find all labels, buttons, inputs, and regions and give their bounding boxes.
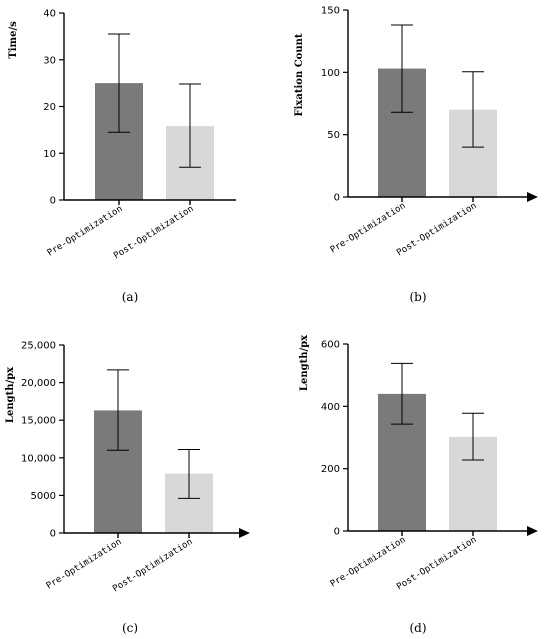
x-axis-arrow [527, 526, 538, 536]
y-tick-label: 20 [43, 102, 56, 113]
x-axis-arrow [239, 528, 250, 538]
y-tick-label: 15,000 [21, 416, 56, 427]
y-tick-label: 25,000 [21, 341, 56, 352]
axes [63, 345, 242, 538]
y-tick-label: 10 [43, 149, 56, 160]
panel-label: (b) [409, 290, 426, 304]
y-tick-label: 200 [321, 464, 340, 475]
axes [347, 10, 530, 202]
error-bar-post [462, 412, 484, 461]
y-tick-label: 20,000 [21, 378, 56, 389]
chart-panel-a: 0 10 20 30 40 Time/s Pre-OptimizationPost-Opti… [8, 9, 236, 304]
panel-label: (c) [122, 621, 138, 635]
y-tick-label: 0 [334, 527, 340, 538]
x-category-label: Pre-Optimization [45, 537, 124, 591]
error-bar-pre [391, 362, 413, 425]
x-category-label: Post-Optimization [111, 537, 194, 594]
error-bar-pre [391, 24, 413, 113]
error-bar-post [178, 449, 200, 499]
y-tick-label: 400 [321, 402, 340, 413]
y-tick-label: 600 [321, 340, 340, 351]
y-tick-label: 40 [43, 9, 56, 20]
y-axis-label: Time/s [8, 21, 19, 59]
x-category-label: Post-Optimization [395, 201, 478, 258]
y-tick-label: 10,000 [21, 453, 56, 464]
x-category-label: Pre-Optimization [46, 204, 125, 258]
axes [347, 344, 530, 536]
y-tick-label: 100 [321, 68, 340, 79]
x-category-label: Post-Optimization [395, 535, 478, 592]
error-bar-pre [107, 369, 129, 451]
x-axis-arrow [527, 192, 538, 202]
y-axis-label: Length/px [299, 334, 310, 391]
y-tick-label: 0 [50, 529, 56, 540]
error-bar-post [462, 71, 484, 148]
error-bar-post [179, 83, 201, 168]
y-tick-label: 5000 [31, 491, 56, 502]
y-axis-label: Fixation Count [294, 33, 305, 116]
panel-label: (d) [409, 621, 426, 635]
y-tick-label: 150 [321, 6, 340, 17]
y-tick-label: 0 [50, 196, 56, 207]
chart-panel-b: 0 50 100 150 Fixation Count Pre-OptimizationP… [294, 6, 538, 304]
panel-label: (a) [122, 290, 139, 304]
y-tick-label: 50 [327, 130, 340, 141]
x-category-label: Pre-Optimization [329, 201, 408, 255]
chart-panel-c: 0 5000 10,000 15,000 20,000 25,000 Length/px Pr… [5, 341, 250, 635]
y-tick-label: 0 [334, 193, 340, 204]
x-category-label: Pre-Optimization [329, 535, 408, 589]
y-axis-label: Length/px [5, 366, 16, 423]
x-category-label: Post-Optimization [112, 204, 195, 261]
chart-panel-d: 0 200 400 600 Length/px Pre-OptimizationPost-… [299, 334, 538, 635]
y-tick-label: 30 [43, 55, 56, 66]
error-bar-pre [108, 33, 130, 133]
